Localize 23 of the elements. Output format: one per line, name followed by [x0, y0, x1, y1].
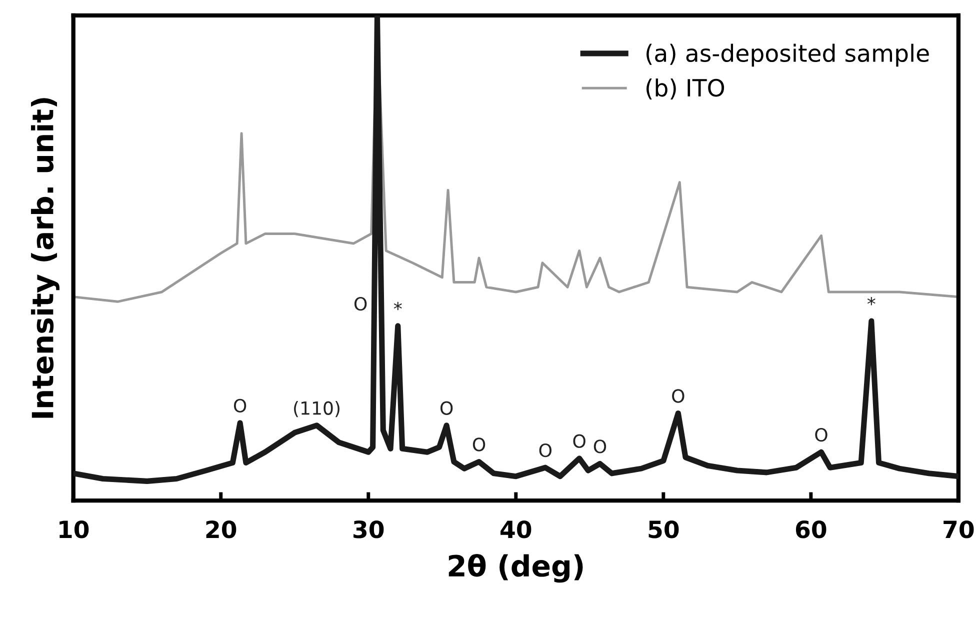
annotation: O — [672, 389, 684, 403]
x-tick-label: 10 — [60, 520, 89, 538]
annotation: O — [354, 296, 367, 311]
x-axis-title: 2θ (deg) — [448, 554, 583, 583]
annotation: * — [394, 302, 402, 310]
x-tick-label: 60 — [796, 520, 826, 538]
legend-label: (a) as-deposited sample — [646, 44, 929, 67]
legend-label: (b) ITO — [646, 78, 724, 100]
annotation: O — [472, 438, 486, 452]
annotation: (110) — [294, 400, 340, 418]
annotation: O — [234, 398, 246, 413]
annotation: * — [867, 296, 876, 306]
annotation: O — [539, 443, 552, 458]
annotation: O — [440, 401, 453, 415]
x-tick-label: 50 — [648, 520, 679, 538]
y-axis-title: Intensity (arb. unit) — [31, 98, 60, 418]
x-tick-label: 30 — [354, 520, 384, 538]
annotation: O — [815, 428, 828, 442]
x-tick-label: 70 — [944, 520, 974, 538]
x-tick-label: 20 — [206, 520, 236, 538]
x-tick-label: 40 — [500, 520, 532, 538]
annotation: O — [594, 440, 606, 454]
annotation: O — [573, 434, 586, 448]
